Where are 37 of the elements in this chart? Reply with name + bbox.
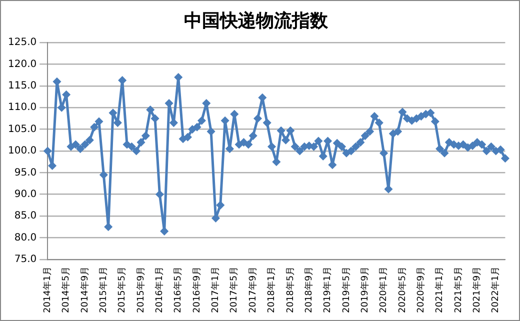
- y-tick-label: 120.0: [8, 58, 37, 70]
- x-tick-label: 2019年5月: [340, 266, 352, 314]
- x-tick-label: 2014年1月: [42, 266, 53, 314]
- x-tick-label: 2020年5月: [396, 266, 408, 314]
- y-tick-label: 105.0: [8, 124, 37, 135]
- x-tick-label: 2020年9月: [416, 266, 426, 314]
- y-tick-label: 75.0: [14, 254, 37, 265]
- x-tick-label: 2018年5月: [284, 266, 296, 314]
- y-tick-label: 85.0: [14, 210, 37, 222]
- y-tick-label: 95.0: [14, 167, 37, 178]
- chart-title: 中国快递物流指数: [184, 10, 329, 32]
- y-tick-label: 100.0: [8, 146, 37, 157]
- x-tick-label: 2017年5月: [228, 266, 240, 314]
- x-tick-label: 2018年1月: [266, 266, 278, 314]
- x-tick-label: 2016年1月: [154, 266, 166, 314]
- y-tick-label: 125.0: [8, 37, 37, 48]
- x-tick-label: 2015年9月: [135, 266, 146, 314]
- x-tick-label: 2016年5月: [172, 266, 184, 314]
- x-tick-label: 2016年9月: [191, 266, 202, 314]
- x-tick-label: 2021年5月: [452, 266, 464, 314]
- x-tick-label: 2014年5月: [60, 266, 72, 314]
- x-tick-label: 2019年1月: [322, 266, 334, 314]
- x-tick-label: 2015年1月: [98, 266, 109, 314]
- x-tick-label: 2020年1月: [378, 266, 390, 314]
- y-tick-label: 115.0: [8, 80, 37, 92]
- x-tick-label: 2022年1月: [490, 266, 502, 314]
- x-tick-label: 2015年5月: [116, 266, 128, 314]
- y-tick-label: 90.0: [14, 188, 37, 200]
- x-tick-label: 2018年9月: [303, 266, 314, 314]
- x-tick-label: 2021年1月: [434, 266, 446, 314]
- x-tick-label: 2021年9月: [472, 266, 483, 314]
- x-tick-label: 2019年9月: [359, 266, 370, 314]
- x-tick-label: 2014年9月: [79, 266, 90, 314]
- x-tick-label: 2017年1月: [210, 266, 222, 314]
- y-tick-label: 80.0: [14, 232, 37, 244]
- x-tick-label: 2017年9月: [247, 266, 258, 314]
- y-tick-label: 110.0: [8, 102, 37, 114]
